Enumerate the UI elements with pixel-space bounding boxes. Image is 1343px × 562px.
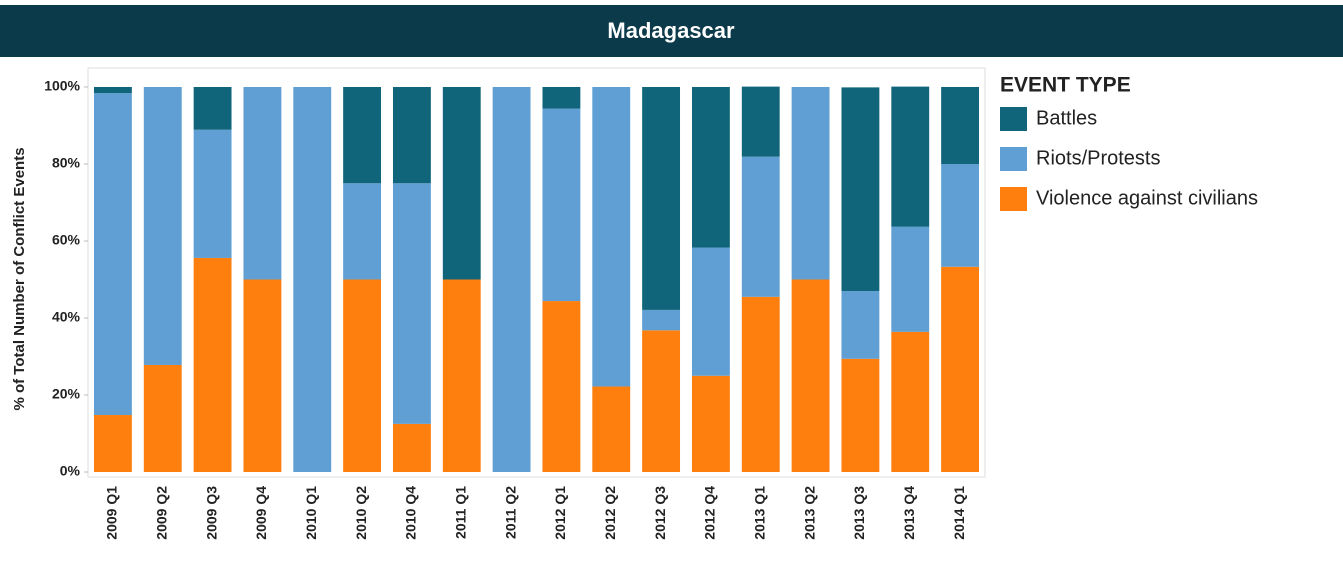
x-tick-label: 2012 Q1 [552, 486, 568, 540]
x-tick-label: 2009 Q3 [203, 486, 219, 540]
bar-segment [143, 87, 182, 365]
bar-segment [592, 87, 631, 387]
bar-segment [93, 87, 132, 94]
x-tick-label: 2012 Q4 [702, 486, 718, 540]
bar-segment [791, 87, 830, 280]
y-tick-label: 20% [52, 386, 81, 402]
bar-segment [691, 87, 730, 248]
bar-segment [691, 247, 730, 376]
bar-segment [193, 257, 232, 472]
bar-segment [243, 87, 282, 280]
y-tick-label: 0% [60, 463, 81, 479]
bar-segment [642, 87, 681, 310]
plot-frame [87, 67, 986, 478]
x-tick-label: 2009 Q1 [104, 486, 120, 540]
x-tick-label: 2013 Q2 [801, 486, 817, 540]
x-tick-label: 2010 Q4 [403, 486, 419, 540]
x-tick-label: 2011 Q1 [452, 486, 468, 539]
legend-label: Riots/Protests [1036, 147, 1160, 169]
bar-segment [642, 309, 681, 331]
bar-segment [343, 279, 382, 472]
x-tick-label: 2013 Q1 [751, 486, 767, 540]
legend-label: Battles [1036, 107, 1097, 129]
legend-swatch [1000, 107, 1027, 131]
x-tick-label: 2013 Q4 [901, 486, 917, 540]
y-axis-label: % of Total Number of Conflict Events [11, 147, 28, 410]
y-tick-label: 40% [52, 309, 81, 325]
bar-segment [741, 86, 780, 157]
bar-segment [542, 108, 581, 302]
y-tick-label: 80% [52, 155, 81, 171]
bar-segment [741, 296, 780, 472]
bar-segment [941, 266, 980, 472]
bar-segment [93, 415, 132, 472]
bar-segment [392, 87, 431, 184]
bar-segment [542, 87, 581, 109]
x-tick-label: 2013 Q3 [851, 486, 867, 540]
bar-segment [243, 279, 282, 472]
bar-segment [492, 87, 531, 472]
bar-segment [343, 183, 382, 280]
x-tick-label: 2012 Q3 [652, 486, 668, 540]
bar-segment [941, 164, 980, 267]
bar-segment [841, 87, 880, 292]
bar-segment [442, 279, 481, 472]
bar-segment [741, 156, 780, 297]
bar-segment [392, 423, 431, 472]
bar-segment [542, 301, 581, 472]
legend-swatch [1000, 147, 1027, 171]
x-tick-label: 2009 Q2 [153, 486, 169, 540]
bar-segment [343, 87, 382, 184]
bar-segment [442, 87, 481, 280]
bar-segment [691, 375, 730, 472]
bar-segment [841, 291, 880, 359]
bar-segment [592, 386, 631, 472]
bar-segment [791, 279, 830, 472]
legend-swatch [1000, 187, 1027, 211]
bar-segment [392, 183, 431, 424]
bar-segment [93, 93, 132, 416]
bar-segment [143, 364, 182, 472]
x-tick-label: 2010 Q2 [353, 486, 369, 540]
bar-segment [891, 331, 930, 472]
bar-segment [293, 87, 332, 472]
x-tick-label: 2014 Q1 [951, 486, 967, 540]
y-tick-label: 100% [44, 78, 80, 94]
x-tick-label: 2009 Q4 [253, 486, 269, 540]
bar-segment [841, 358, 880, 472]
title-bar [0, 5, 1343, 57]
x-tick-label: 2012 Q2 [602, 486, 618, 540]
legend-label: Violence against civilians [1036, 187, 1258, 209]
bar-segment [193, 129, 232, 258]
bar-segment [193, 87, 232, 130]
x-tick-label: 2010 Q1 [303, 486, 319, 540]
bar-segment [941, 87, 980, 164]
legend-title: EVENT TYPE [1000, 74, 1131, 97]
bar-segment [642, 330, 681, 472]
y-tick-label: 60% [52, 232, 81, 248]
x-tick-label: 2011 Q2 [502, 486, 518, 539]
chart-title: Madagascar [607, 18, 735, 43]
bar-segment [891, 86, 930, 227]
bar-segment [891, 226, 930, 332]
